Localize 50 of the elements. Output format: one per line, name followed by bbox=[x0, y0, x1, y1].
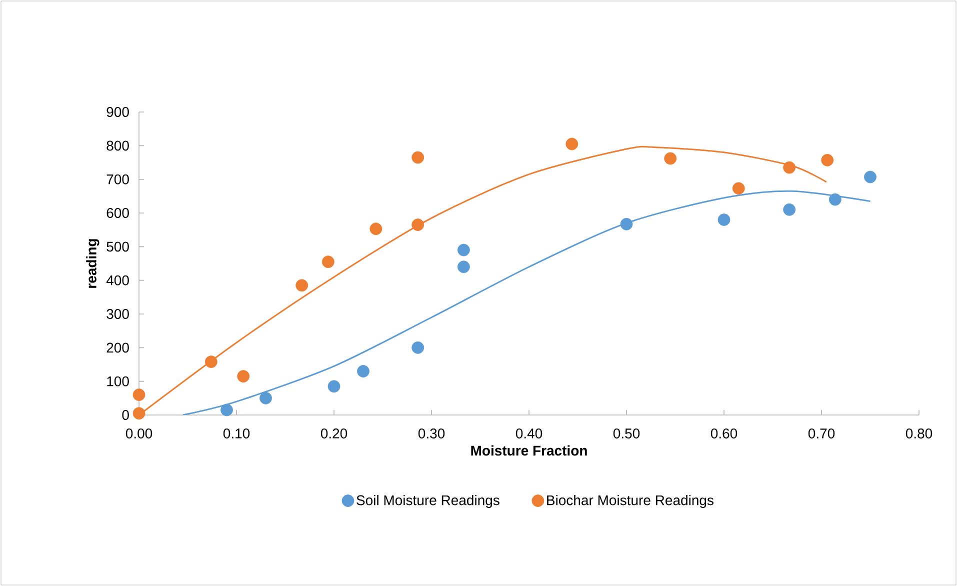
point bbox=[457, 244, 470, 256]
point bbox=[412, 218, 424, 231]
x-axis-title: Moisture Fraction bbox=[471, 445, 587, 456]
y-tick-label: 300 bbox=[106, 309, 129, 319]
y-tick-label: 600 bbox=[106, 208, 129, 218]
legend-label: Biochar Moisture Readings bbox=[547, 494, 714, 508]
point bbox=[328, 380, 340, 393]
point bbox=[357, 365, 370, 378]
y-tick-label: 100 bbox=[107, 376, 129, 386]
point bbox=[821, 154, 834, 166]
point bbox=[783, 161, 796, 174]
legend-label: Soil Moisture Readings bbox=[356, 494, 500, 508]
y-tick-label: 700 bbox=[106, 174, 129, 184]
point bbox=[204, 356, 218, 368]
x-tick-label: 0.20 bbox=[320, 428, 348, 438]
point bbox=[132, 388, 146, 402]
y-tick-label: 500 bbox=[106, 242, 129, 252]
point bbox=[237, 370, 250, 382]
point bbox=[132, 407, 146, 420]
point bbox=[457, 260, 470, 274]
line-series bbox=[182, 190, 872, 415]
point bbox=[620, 218, 633, 230]
point bbox=[296, 279, 308, 292]
x-tick-label: 0.10 bbox=[223, 428, 250, 438]
x-tick-label: 0.80 bbox=[906, 428, 932, 438]
y-tick-label: 900 bbox=[106, 107, 129, 117]
point bbox=[864, 170, 876, 184]
x-tick-label: 0.60 bbox=[710, 428, 738, 438]
x-tick-label: 0.70 bbox=[808, 428, 835, 438]
point bbox=[220, 404, 233, 416]
point bbox=[718, 214, 730, 226]
y-tick-label: 800 bbox=[106, 140, 129, 151]
point bbox=[412, 151, 424, 164]
y-tick-label: 200 bbox=[106, 342, 129, 353]
point bbox=[566, 138, 578, 150]
point bbox=[370, 222, 382, 236]
x-tick-label: 0.30 bbox=[418, 428, 445, 438]
x-tick-label: 0.00 bbox=[126, 428, 152, 438]
point bbox=[828, 193, 842, 206]
point bbox=[322, 256, 334, 268]
point bbox=[664, 152, 677, 165]
point bbox=[783, 203, 796, 216]
x-tick-label: 0.50 bbox=[613, 428, 640, 438]
y-tick-label: 400 bbox=[106, 275, 129, 286]
y-tick-label: 0 bbox=[122, 410, 129, 420]
point bbox=[260, 392, 272, 404]
point bbox=[732, 182, 745, 195]
x-tick-label: 0.40 bbox=[516, 428, 542, 438]
point bbox=[412, 341, 424, 354]
y-axis-title: reading bbox=[86, 239, 100, 288]
